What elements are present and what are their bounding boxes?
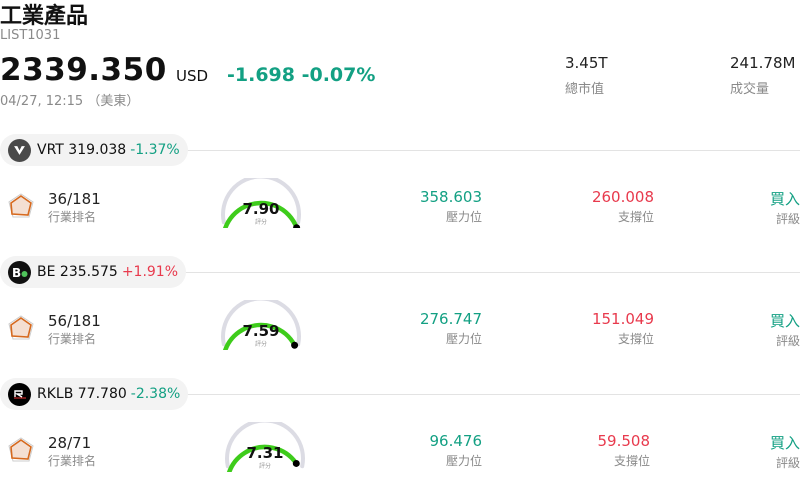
stock-change: -1.37% bbox=[130, 142, 180, 158]
support-value: 151.049 bbox=[591, 310, 654, 328]
index-price: 2339.350 bbox=[0, 52, 167, 88]
radar-chart-icon[interactable] bbox=[7, 192, 35, 224]
gauge-fill bbox=[223, 200, 299, 228]
gauge-track bbox=[221, 178, 301, 225]
page-title: 工業產品 bbox=[0, 4, 89, 29]
stock-price: 319.038 bbox=[68, 142, 127, 158]
score-gauge: 7.90 評分 bbox=[216, 178, 306, 228]
divider bbox=[0, 150, 800, 151]
resistance-label: 壓力位 bbox=[445, 454, 482, 468]
resistance-label: 壓力位 bbox=[445, 332, 482, 346]
support-label: 支撐位 bbox=[613, 454, 650, 468]
update-time: 04/27, 12:15 （美東） bbox=[0, 94, 140, 109]
radar-chart-icon[interactable] bbox=[7, 436, 35, 468]
stock-ticker: VRT bbox=[37, 142, 64, 158]
rating-value: 買入 bbox=[769, 434, 800, 452]
index-change: -1.698 -0.07% bbox=[227, 64, 376, 86]
volume-value: 241.78M bbox=[730, 54, 796, 72]
rklb-logo-icon bbox=[8, 382, 31, 406]
industry-rank-value: 28/71 bbox=[48, 434, 92, 452]
stock-ticker: BE bbox=[37, 264, 56, 280]
resistance-value: 96.476 bbox=[429, 432, 483, 450]
support-value: 59.508 bbox=[597, 432, 651, 450]
svg-text:B: B bbox=[12, 266, 21, 279]
divider bbox=[0, 394, 800, 395]
volume-label: 成交量 bbox=[730, 82, 770, 97]
market-cap-label: 總市值 bbox=[565, 82, 605, 97]
gauge-marker bbox=[292, 459, 300, 467]
market-cap-value: 3.45T bbox=[565, 54, 608, 72]
support-label: 支撐位 bbox=[617, 332, 654, 346]
support-value: 260.008 bbox=[591, 188, 654, 206]
industry-rank-value: 56/181 bbox=[48, 312, 101, 330]
score-label: 評分 bbox=[254, 341, 267, 348]
industry-rank-label: 行業排名 bbox=[48, 210, 97, 224]
score-gauge: 7.59 評分 bbox=[216, 300, 306, 350]
resistance-value: 358.603 bbox=[419, 188, 482, 206]
be-logo-icon: B bbox=[8, 260, 31, 284]
industry-rank-label: 行業排名 bbox=[48, 332, 97, 346]
stock-pill-vrt[interactable]: VRT 319.038 -1.37% bbox=[0, 134, 188, 166]
resistance-label: 壓力位 bbox=[445, 210, 482, 224]
score-label: 評分 bbox=[254, 219, 267, 226]
radar-chart-icon[interactable] bbox=[7, 314, 35, 346]
score-gauge: 7.31 評分 bbox=[220, 422, 310, 472]
rating-value: 買入 bbox=[769, 190, 800, 208]
gauge-marker bbox=[291, 341, 299, 349]
currency-label: USD bbox=[176, 67, 209, 85]
gauge-marker bbox=[293, 224, 301, 228]
score-value: 7.59 bbox=[242, 322, 280, 340]
vrt-logo-icon bbox=[8, 138, 31, 162]
stock-pill-rklb[interactable]: RKLB 77.780 -2.38% bbox=[0, 378, 189, 410]
gauge-track bbox=[225, 422, 305, 469]
gauge-fill bbox=[223, 322, 297, 350]
stock-ticker: RKLB bbox=[37, 386, 74, 402]
gauge-fill bbox=[226, 444, 299, 472]
support-label: 支撐位 bbox=[617, 210, 654, 224]
rating-value: 買入 bbox=[769, 312, 800, 330]
divider bbox=[0, 272, 800, 273]
score-value: 7.31 bbox=[246, 444, 284, 462]
resistance-value: 276.747 bbox=[419, 310, 482, 328]
rating-label: 評級 bbox=[775, 334, 800, 348]
gauge-track bbox=[221, 300, 301, 347]
stock-pill-be[interactable]: B BE 235.575 +1.91% bbox=[0, 256, 187, 288]
industry-rank-label: 行業排名 bbox=[48, 454, 97, 468]
stock-price: 235.575 bbox=[59, 264, 118, 280]
index-code: LIST1031 bbox=[0, 28, 61, 43]
rating-label: 評級 bbox=[775, 212, 800, 226]
score-label: 評分 bbox=[258, 463, 271, 470]
score-value: 7.90 bbox=[242, 200, 280, 218]
stock-price: 77.780 bbox=[77, 386, 127, 402]
rating-label: 評級 bbox=[775, 456, 800, 470]
stock-change: +1.91% bbox=[121, 264, 179, 280]
industry-rank-value: 36/181 bbox=[48, 190, 101, 208]
stock-change: -2.38% bbox=[130, 386, 181, 402]
